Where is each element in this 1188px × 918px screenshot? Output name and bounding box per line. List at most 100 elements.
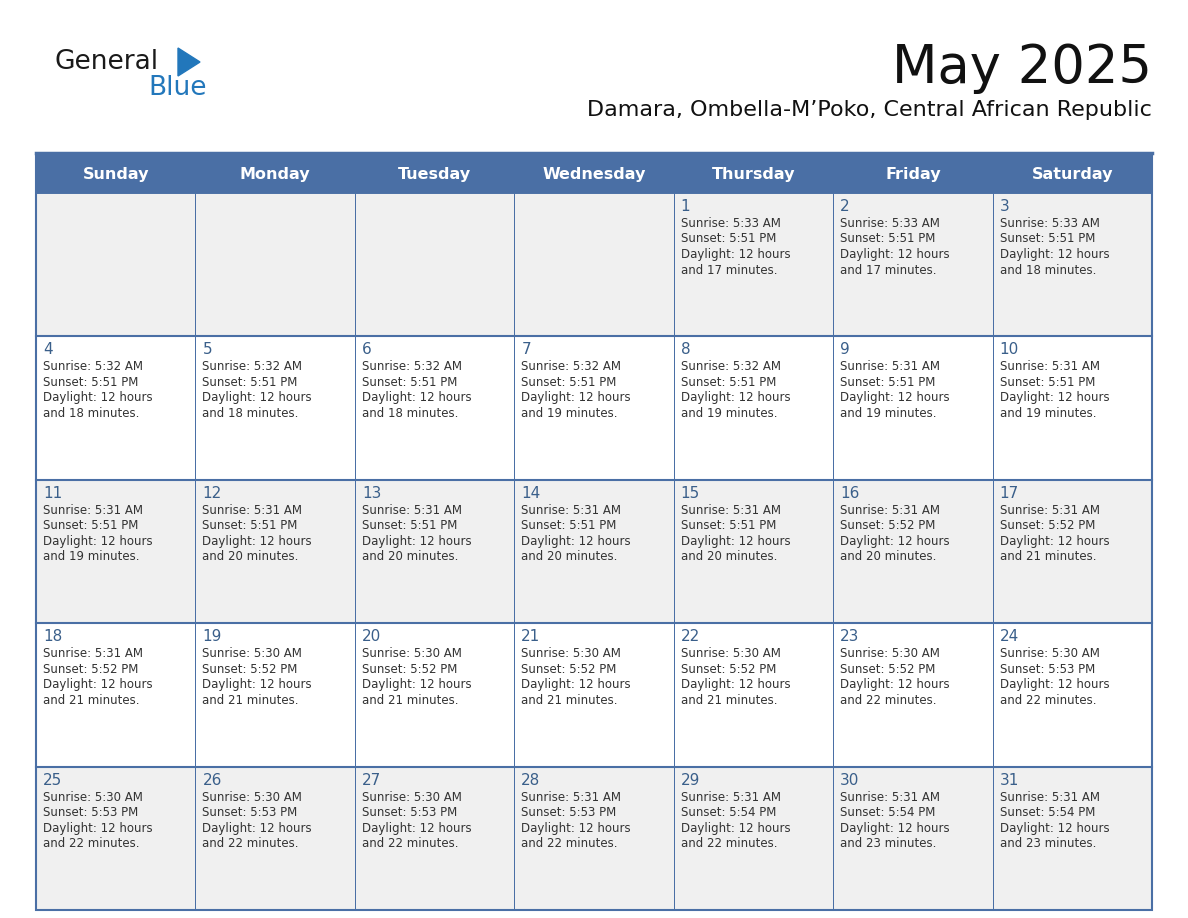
Text: Sunrise: 5:31 AM: Sunrise: 5:31 AM xyxy=(840,790,940,803)
Text: Sunset: 5:52 PM: Sunset: 5:52 PM xyxy=(362,663,457,676)
Text: 15: 15 xyxy=(681,486,700,501)
Text: Daylight: 12 hours: Daylight: 12 hours xyxy=(999,535,1110,548)
Bar xyxy=(36,193,1152,336)
Text: Sunrise: 5:31 AM: Sunrise: 5:31 AM xyxy=(522,790,621,803)
Text: and 21 minutes.: and 21 minutes. xyxy=(43,694,139,707)
Text: Sunrise: 5:32 AM: Sunrise: 5:32 AM xyxy=(202,361,303,374)
Text: Daylight: 12 hours: Daylight: 12 hours xyxy=(43,391,152,405)
Text: Sunrise: 5:31 AM: Sunrise: 5:31 AM xyxy=(999,504,1100,517)
Text: Daylight: 12 hours: Daylight: 12 hours xyxy=(999,248,1110,261)
Text: and 19 minutes.: and 19 minutes. xyxy=(999,407,1097,420)
Text: Daylight: 12 hours: Daylight: 12 hours xyxy=(840,822,949,834)
Text: and 20 minutes.: and 20 minutes. xyxy=(681,550,777,564)
Text: and 18 minutes.: and 18 minutes. xyxy=(999,263,1097,276)
Text: and 21 minutes.: and 21 minutes. xyxy=(999,550,1097,564)
Text: Daylight: 12 hours: Daylight: 12 hours xyxy=(362,678,472,691)
Text: Daylight: 12 hours: Daylight: 12 hours xyxy=(681,822,790,834)
Text: 30: 30 xyxy=(840,773,859,788)
Bar xyxy=(36,623,196,767)
Text: Sunrise: 5:31 AM: Sunrise: 5:31 AM xyxy=(999,790,1100,803)
Text: Daylight: 12 hours: Daylight: 12 hours xyxy=(43,822,152,834)
Text: and 23 minutes.: and 23 minutes. xyxy=(840,837,936,850)
Text: Sunset: 5:51 PM: Sunset: 5:51 PM xyxy=(522,520,617,532)
Bar xyxy=(992,336,1152,480)
Bar xyxy=(674,623,833,767)
Text: Wednesday: Wednesday xyxy=(542,166,646,182)
Text: Daylight: 12 hours: Daylight: 12 hours xyxy=(522,678,631,691)
Text: Sunset: 5:51 PM: Sunset: 5:51 PM xyxy=(999,232,1095,245)
Text: Sunset: 5:52 PM: Sunset: 5:52 PM xyxy=(43,663,138,676)
Text: 20: 20 xyxy=(362,629,381,644)
Text: Sunset: 5:51 PM: Sunset: 5:51 PM xyxy=(840,375,935,389)
Text: Sunset: 5:52 PM: Sunset: 5:52 PM xyxy=(840,520,935,532)
Text: Daylight: 12 hours: Daylight: 12 hours xyxy=(840,678,949,691)
Text: Sunset: 5:53 PM: Sunset: 5:53 PM xyxy=(999,663,1095,676)
Bar xyxy=(833,336,992,480)
Text: Daylight: 12 hours: Daylight: 12 hours xyxy=(202,822,312,834)
Text: Daylight: 12 hours: Daylight: 12 hours xyxy=(999,678,1110,691)
Text: 3: 3 xyxy=(999,199,1010,214)
Text: 16: 16 xyxy=(840,486,859,501)
Text: 4: 4 xyxy=(43,342,52,357)
Text: Sunset: 5:51 PM: Sunset: 5:51 PM xyxy=(840,232,935,245)
Text: and 21 minutes.: and 21 minutes. xyxy=(202,694,299,707)
Text: and 21 minutes.: and 21 minutes. xyxy=(362,694,459,707)
Bar xyxy=(36,480,1152,623)
Text: and 20 minutes.: and 20 minutes. xyxy=(522,550,618,564)
Text: and 17 minutes.: and 17 minutes. xyxy=(840,263,936,276)
Bar xyxy=(514,767,674,910)
Text: 9: 9 xyxy=(840,342,849,357)
Text: Sunrise: 5:30 AM: Sunrise: 5:30 AM xyxy=(362,790,462,803)
Text: and 18 minutes.: and 18 minutes. xyxy=(362,407,459,420)
Polygon shape xyxy=(178,48,200,76)
Text: 18: 18 xyxy=(43,629,62,644)
Text: Sunrise: 5:30 AM: Sunrise: 5:30 AM xyxy=(43,790,143,803)
Bar xyxy=(992,623,1152,767)
Text: 12: 12 xyxy=(202,486,222,501)
Bar xyxy=(674,480,833,623)
Text: Daylight: 12 hours: Daylight: 12 hours xyxy=(840,248,949,261)
Text: 14: 14 xyxy=(522,486,541,501)
Text: 27: 27 xyxy=(362,773,381,788)
Text: Sunrise: 5:30 AM: Sunrise: 5:30 AM xyxy=(681,647,781,660)
Text: and 19 minutes.: and 19 minutes. xyxy=(681,407,777,420)
Text: Daylight: 12 hours: Daylight: 12 hours xyxy=(362,391,472,405)
Bar xyxy=(514,480,674,623)
Text: 21: 21 xyxy=(522,629,541,644)
Text: Daylight: 12 hours: Daylight: 12 hours xyxy=(362,822,472,834)
Bar xyxy=(674,336,833,480)
Text: 11: 11 xyxy=(43,486,62,501)
Text: Sunrise: 5:31 AM: Sunrise: 5:31 AM xyxy=(202,504,303,517)
Bar xyxy=(36,767,1152,910)
Text: and 22 minutes.: and 22 minutes. xyxy=(522,837,618,850)
Text: 29: 29 xyxy=(681,773,700,788)
Text: Daylight: 12 hours: Daylight: 12 hours xyxy=(999,822,1110,834)
Text: Sunset: 5:53 PM: Sunset: 5:53 PM xyxy=(522,806,617,819)
Text: Sunset: 5:54 PM: Sunset: 5:54 PM xyxy=(999,806,1095,819)
Text: Sunset: 5:51 PM: Sunset: 5:51 PM xyxy=(202,520,298,532)
Bar xyxy=(196,480,355,623)
Text: Daylight: 12 hours: Daylight: 12 hours xyxy=(681,678,790,691)
Text: Sunrise: 5:31 AM: Sunrise: 5:31 AM xyxy=(840,504,940,517)
Text: 28: 28 xyxy=(522,773,541,788)
Text: Sunset: 5:52 PM: Sunset: 5:52 PM xyxy=(202,663,298,676)
Bar xyxy=(355,767,514,910)
Text: 22: 22 xyxy=(681,629,700,644)
Text: and 22 minutes.: and 22 minutes. xyxy=(43,837,139,850)
Text: Sunrise: 5:32 AM: Sunrise: 5:32 AM xyxy=(362,361,462,374)
Text: 25: 25 xyxy=(43,773,62,788)
Text: Daylight: 12 hours: Daylight: 12 hours xyxy=(999,391,1110,405)
Text: and 18 minutes.: and 18 minutes. xyxy=(43,407,139,420)
Bar xyxy=(36,480,196,623)
Text: and 20 minutes.: and 20 minutes. xyxy=(840,550,936,564)
Bar xyxy=(36,155,1152,910)
Text: Daylight: 12 hours: Daylight: 12 hours xyxy=(43,535,152,548)
Text: Daylight: 12 hours: Daylight: 12 hours xyxy=(522,391,631,405)
Text: General: General xyxy=(55,49,159,75)
Text: Sunset: 5:51 PM: Sunset: 5:51 PM xyxy=(522,375,617,389)
Text: Sunrise: 5:31 AM: Sunrise: 5:31 AM xyxy=(362,504,462,517)
Text: 19: 19 xyxy=(202,629,222,644)
Bar xyxy=(36,155,1152,193)
Text: and 20 minutes.: and 20 minutes. xyxy=(202,550,299,564)
Text: Sunrise: 5:32 AM: Sunrise: 5:32 AM xyxy=(43,361,143,374)
